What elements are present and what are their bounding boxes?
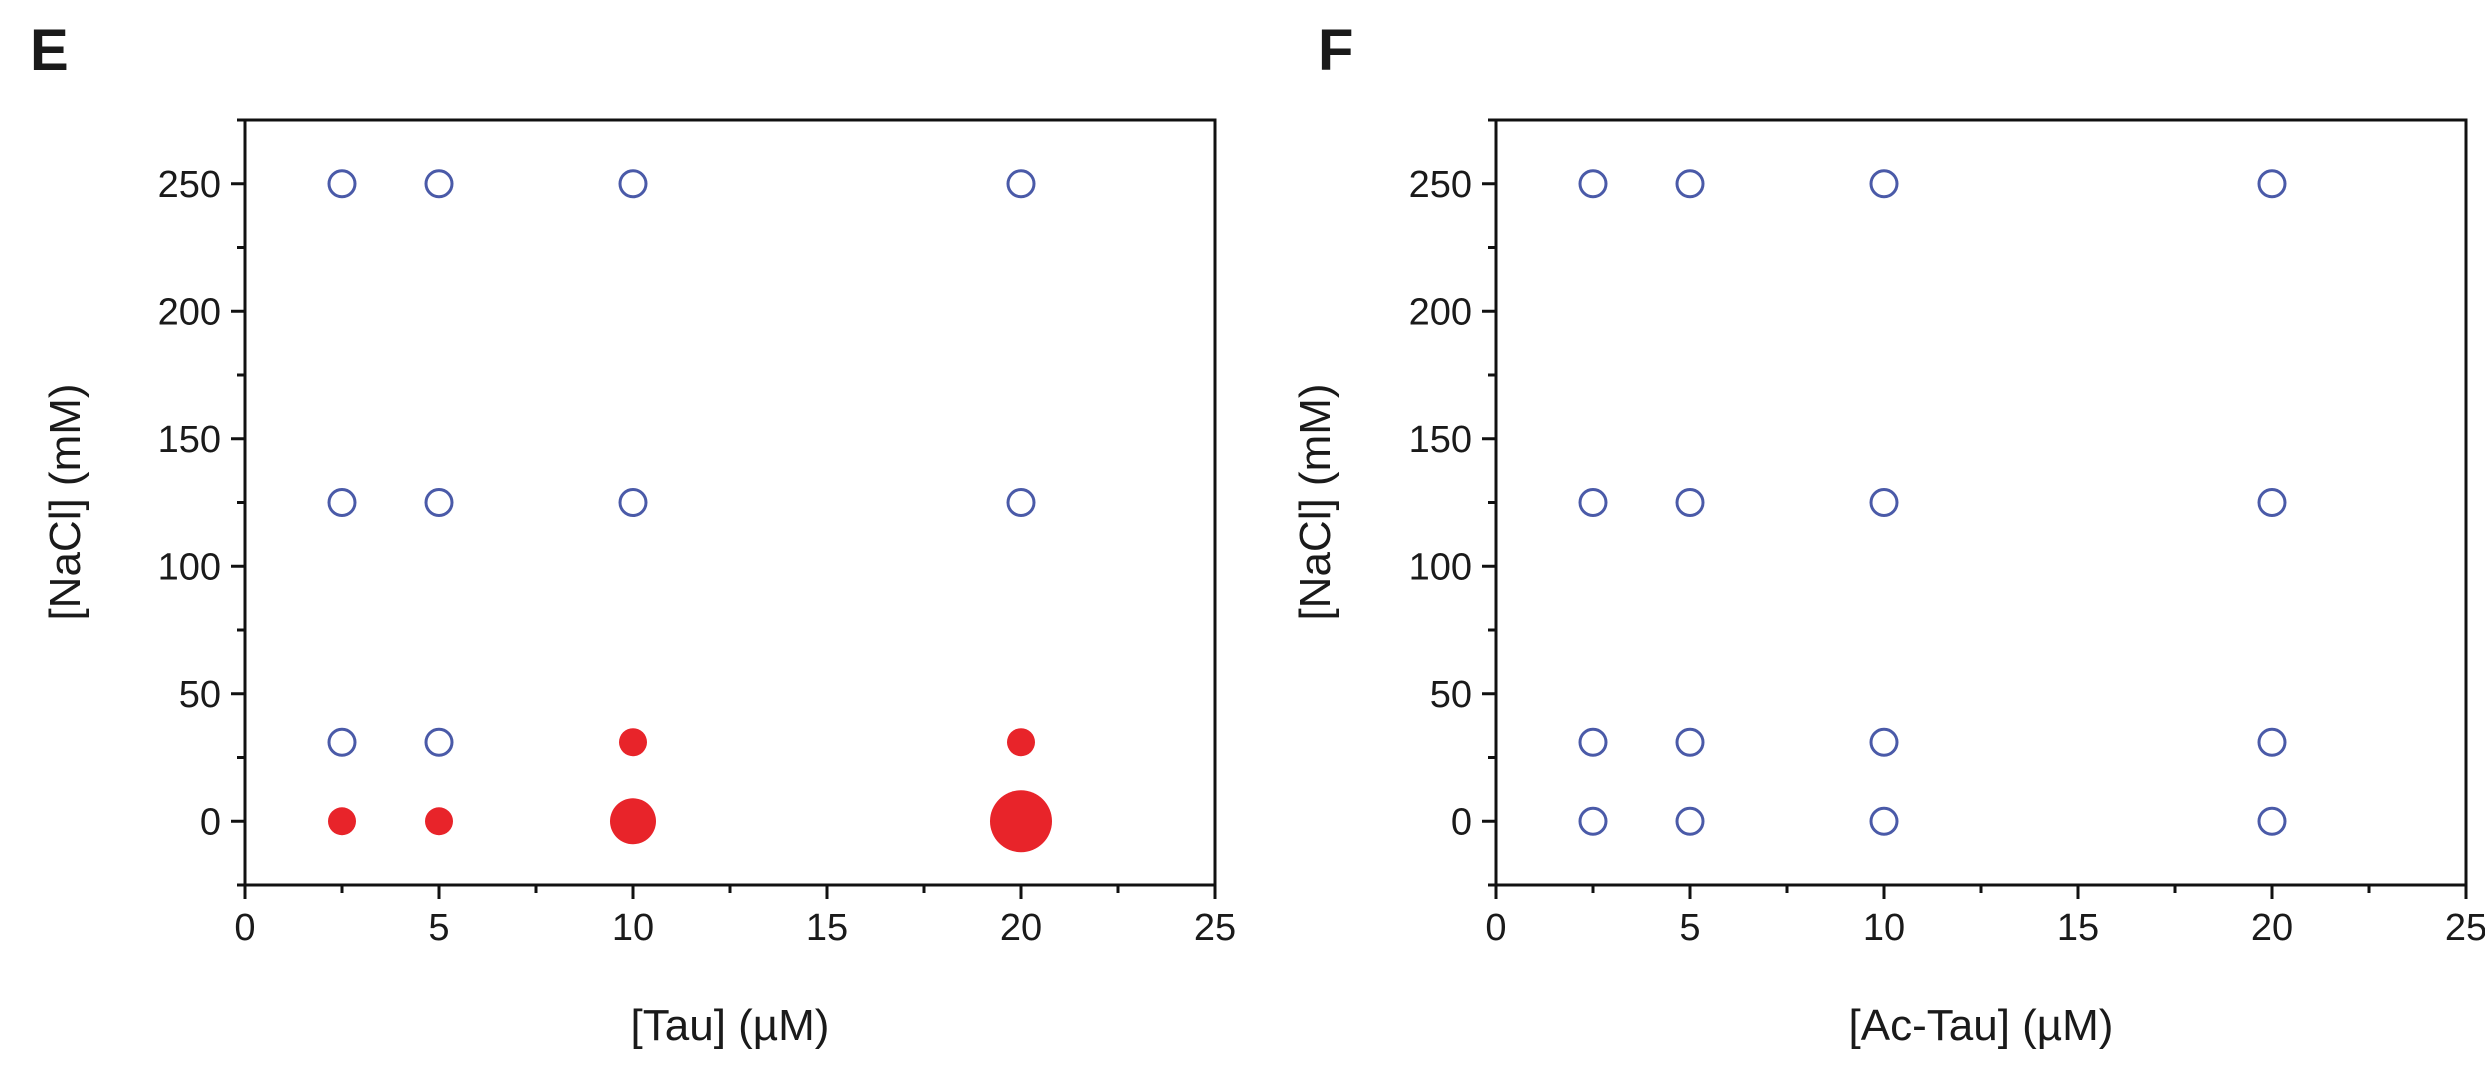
open-point bbox=[1578, 488, 1608, 517]
y-tick-label: 50 bbox=[1430, 674, 1472, 716]
filled-point bbox=[610, 798, 656, 845]
open-point bbox=[1675, 488, 1705, 517]
open-point bbox=[1869, 727, 1899, 757]
x-tick-label: 5 bbox=[1679, 907, 1700, 949]
open-point bbox=[2257, 488, 2287, 517]
y-tick-label: 100 bbox=[1409, 546, 1472, 588]
y-tick-label: 250 bbox=[1409, 164, 1472, 206]
open-point bbox=[2257, 169, 2287, 199]
y-tick-label: 150 bbox=[158, 419, 221, 461]
x-tick-label: 25 bbox=[1194, 907, 1236, 949]
x-tick-label: 15 bbox=[806, 907, 848, 949]
filled-point bbox=[1007, 728, 1035, 757]
filled-point bbox=[425, 807, 453, 836]
open-point bbox=[1869, 169, 1899, 199]
x-tick-label: 10 bbox=[612, 907, 654, 949]
y-tick-label: 0 bbox=[200, 801, 221, 843]
y-tick-label: 200 bbox=[158, 291, 221, 333]
filled-point bbox=[990, 790, 1052, 853]
open-point bbox=[424, 727, 454, 757]
data-points bbox=[1578, 169, 2287, 836]
open-point bbox=[1578, 806, 1608, 836]
y-tick-label: 50 bbox=[179, 674, 221, 716]
data-points bbox=[327, 169, 1052, 853]
open-point bbox=[327, 727, 357, 757]
filled-point bbox=[328, 807, 356, 836]
open-point bbox=[2257, 727, 2287, 757]
open-point bbox=[1675, 727, 1705, 757]
open-point bbox=[327, 169, 357, 199]
x-tick-label: 5 bbox=[428, 907, 449, 949]
y-tick-label: 150 bbox=[1409, 419, 1472, 461]
x-axis-title: [Tau] (µM) bbox=[631, 1001, 830, 1050]
y-axis-title: [NaCl] (mM) bbox=[41, 383, 90, 620]
panel-label: E bbox=[30, 18, 69, 83]
open-point bbox=[327, 488, 357, 517]
open-point bbox=[1869, 488, 1899, 517]
y-tick-label: 100 bbox=[158, 546, 221, 588]
open-point bbox=[618, 488, 648, 517]
plot-frame bbox=[1494, 118, 2468, 887]
open-point bbox=[618, 169, 648, 199]
x-tick-label: 0 bbox=[1485, 907, 1506, 949]
x-tick-label: 10 bbox=[1863, 907, 1905, 949]
open-point bbox=[1578, 727, 1608, 757]
filled-point bbox=[619, 728, 647, 757]
x-tick-label: 0 bbox=[234, 907, 255, 949]
x-tick-label: 25 bbox=[2445, 907, 2485, 949]
y-tick-label: 250 bbox=[158, 164, 221, 206]
x-tick-label: 15 bbox=[2057, 907, 2099, 949]
x-tick-label: 20 bbox=[1000, 907, 1042, 949]
open-point bbox=[1675, 169, 1705, 199]
y-tick-label: 0 bbox=[1451, 801, 1472, 843]
open-point bbox=[1006, 169, 1036, 199]
plot-frame bbox=[243, 118, 1217, 887]
x-tick-label: 20 bbox=[2251, 907, 2293, 949]
x-axis-title: [Ac-Tau] (µM) bbox=[1849, 1001, 2114, 1050]
open-point bbox=[2257, 806, 2287, 836]
y-tick-label: 200 bbox=[1409, 291, 1472, 333]
open-point bbox=[1006, 488, 1036, 517]
open-point bbox=[424, 488, 454, 517]
open-point bbox=[1869, 806, 1899, 836]
y-axis-title: [NaCl] (mM) bbox=[1291, 383, 1340, 620]
open-point bbox=[1675, 806, 1705, 836]
open-point bbox=[1578, 169, 1608, 199]
open-point bbox=[424, 169, 454, 199]
panel-label: F bbox=[1318, 18, 1353, 83]
